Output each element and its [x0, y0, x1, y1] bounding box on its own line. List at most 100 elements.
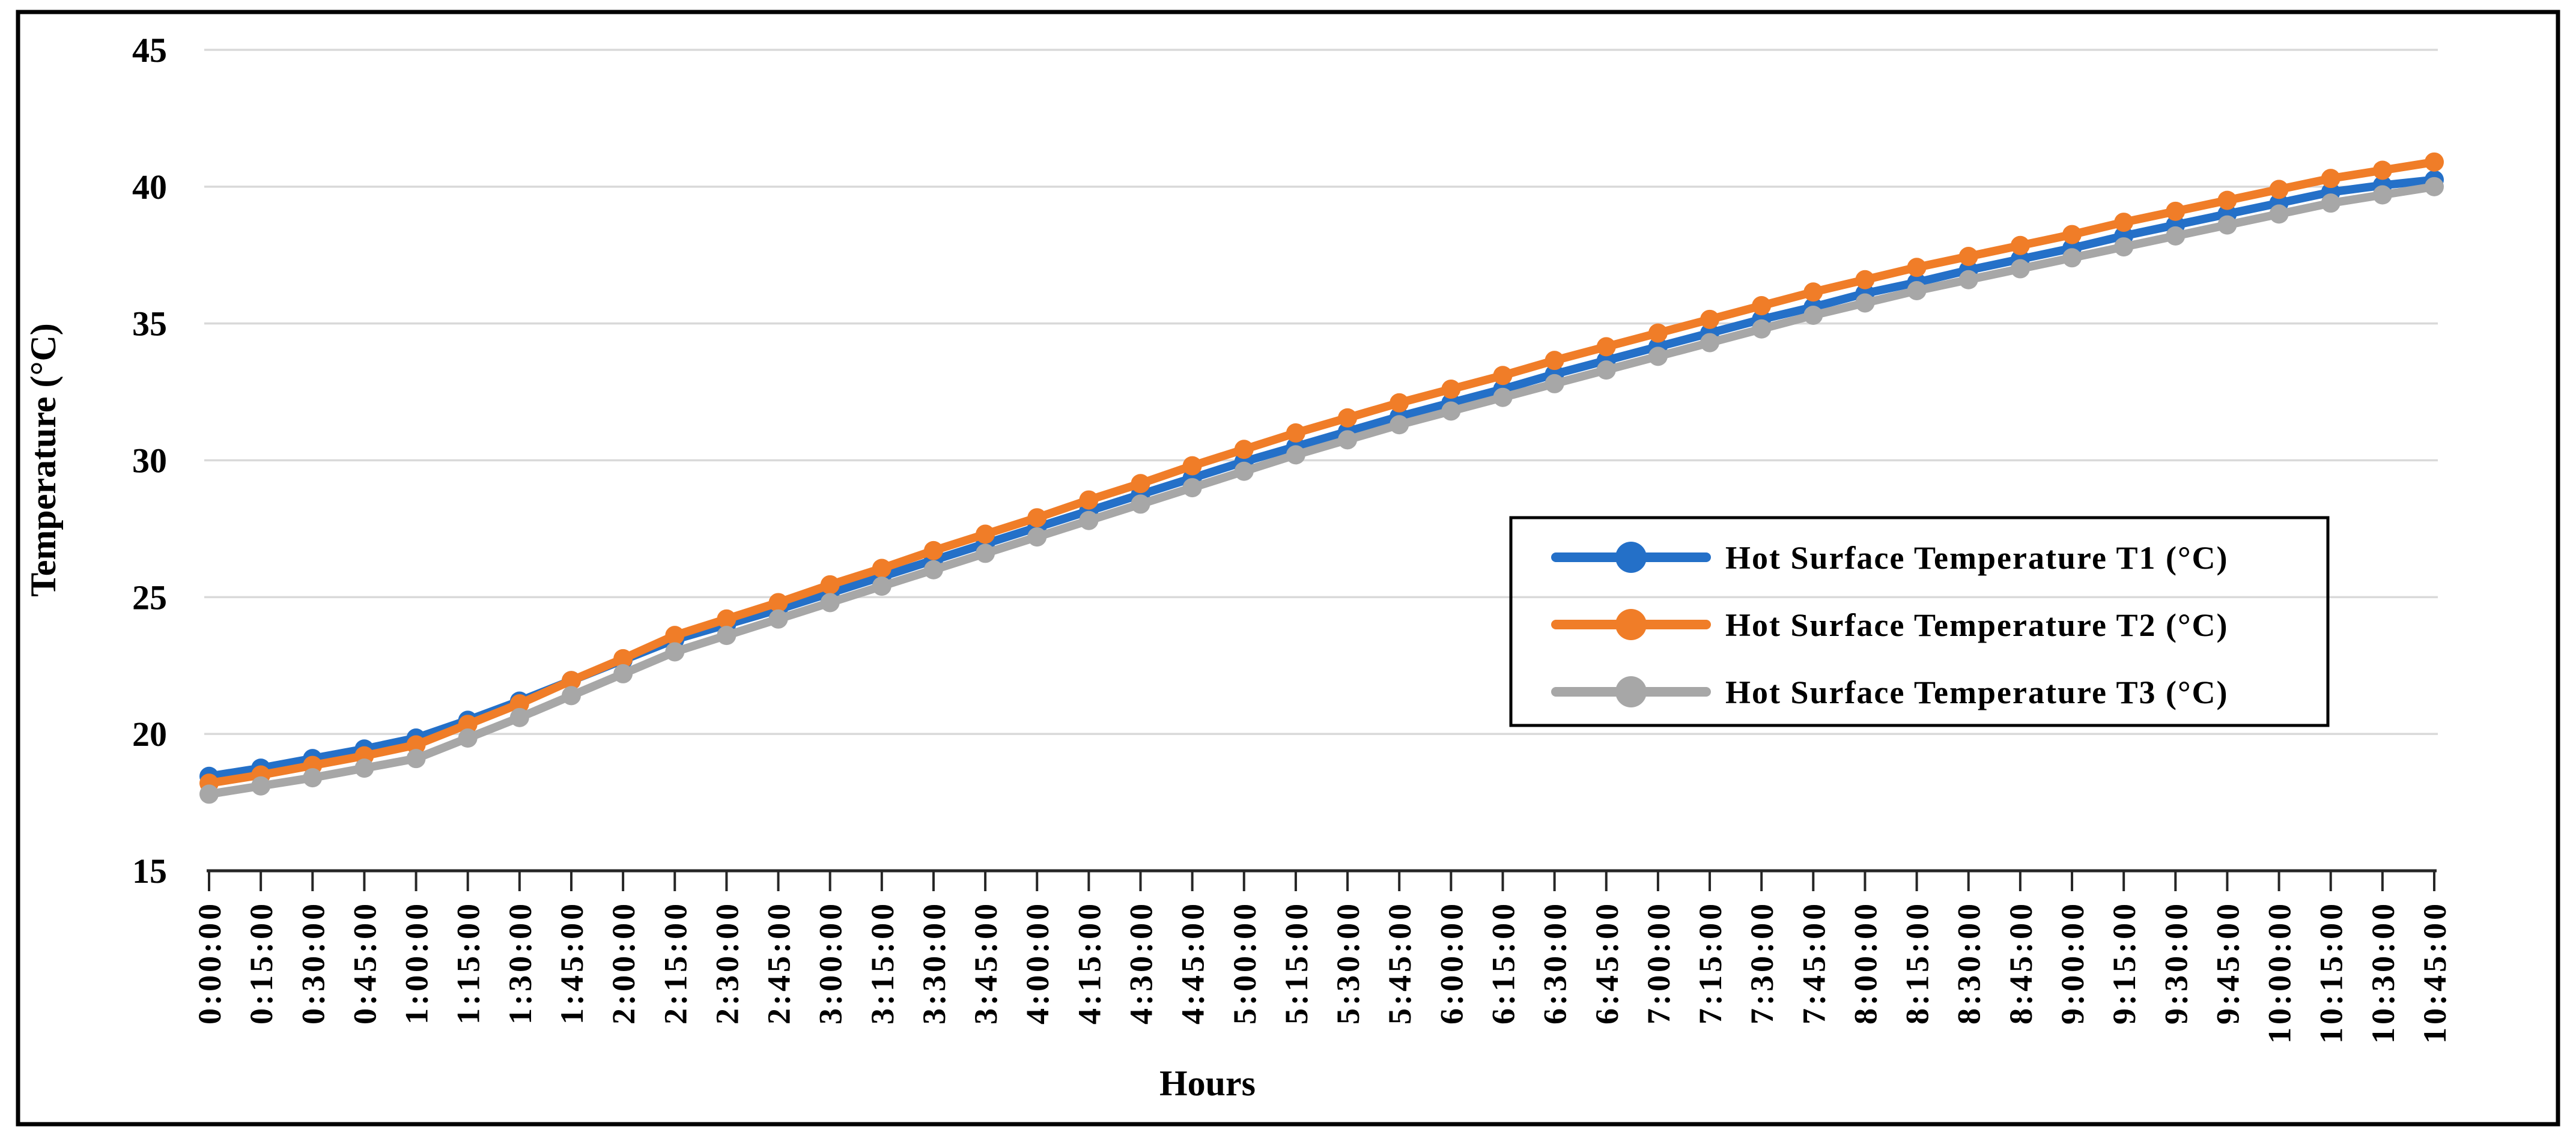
x-tick-label-1:30:00: 1:30:00 [502, 901, 538, 1025]
data-point-t3-7:30:00 [1752, 319, 1772, 339]
data-point-t3-0:45:00 [354, 758, 374, 778]
data-point-t2-6:15:00 [1493, 366, 1513, 386]
data-point-t2-10:00:00 [2269, 180, 2289, 199]
legend-label-t1: Hot Surface Temperature T1 (°C) [1725, 540, 2229, 576]
data-point-t3-0:15:00 [251, 776, 271, 796]
legend-item-t2: Hot Surface Temperature T2 (°C) [1551, 607, 2228, 643]
x-tick-label-9:15:00: 9:15:00 [2106, 901, 2142, 1025]
data-point-t2-3:15:00 [872, 558, 892, 578]
data-point-t2-3:30:00 [923, 540, 943, 560]
data-point-t3-10:00:00 [2269, 204, 2289, 224]
data-point-t2-8:15:00 [1907, 258, 1927, 277]
data-point-t3-4:30:00 [1131, 494, 1150, 514]
y-tick-label-40: 40 [132, 168, 167, 207]
data-point-t3-6:30:00 [1545, 374, 1564, 393]
data-point-t3-7:00:00 [1648, 347, 1668, 366]
data-point-t3-2:30:00 [717, 626, 737, 646]
data-point-t2-10:15:00 [2321, 169, 2341, 189]
data-point-t2-9:45:00 [2217, 190, 2237, 210]
x-tick-label-1:00:00: 1:00:00 [399, 901, 435, 1025]
data-point-t2-3:00:00 [820, 575, 840, 595]
data-point-t2-7:00:00 [1648, 323, 1668, 343]
data-point-t3-4:00:00 [1027, 527, 1047, 547]
x-tick-label-6:15:00: 6:15:00 [1485, 901, 1521, 1025]
data-point-t2-4:00:00 [1027, 508, 1047, 528]
legend: Hot Surface Temperature T1 (°C) Hot Surfa… [1509, 516, 2330, 727]
data-point-t3-2:15:00 [665, 642, 685, 662]
data-point-t2-2:45:00 [768, 593, 788, 613]
data-point-t3-1:30:00 [509, 707, 529, 727]
data-point-t2-8:00:00 [1855, 270, 1875, 289]
data-point-t2-9:30:00 [2166, 201, 2186, 221]
data-point-t2-6:00:00 [1441, 380, 1461, 399]
x-tick-label-4:45:00: 4:45:00 [1175, 901, 1211, 1025]
data-point-t2-1:00:00 [406, 735, 426, 755]
data-point-t2-1:15:00 [458, 715, 478, 734]
x-tick-label-3:45:00: 3:45:00 [968, 901, 1004, 1025]
x-tick-label-3:15:00: 3:15:00 [864, 901, 901, 1025]
data-point-t2-2:15:00 [665, 626, 685, 646]
y-tick-label-20: 20 [132, 715, 167, 754]
y-axis-title: Temperature (°C) [23, 323, 63, 597]
data-point-t3-3:30:00 [923, 560, 943, 580]
data-point-t3-9:45:00 [2217, 215, 2237, 235]
x-tick-label-7:00:00: 7:00:00 [1641, 901, 1677, 1025]
data-point-t3-5:45:00 [1390, 415, 1409, 435]
x-tick-label-3:00:00: 3:00:00 [813, 901, 849, 1025]
x-tick-label-7:45:00: 7:45:00 [1796, 901, 1832, 1025]
data-point-t2-1:30:00 [509, 694, 529, 714]
data-point-t2-5:00:00 [1234, 440, 1254, 459]
x-tick-label-4:00:00: 4:00:00 [1019, 901, 1056, 1025]
x-tick-label-8:15:00: 8:15:00 [1900, 901, 1936, 1025]
x-axis-tick-labels: 0:00:00 0:15:00 0:30:00 0:45:00 1:00:00 1:15:… [192, 901, 2453, 1044]
data-point-t2-4:15:00 [1079, 490, 1099, 510]
data-point-t3-2:00:00 [613, 664, 633, 683]
data-point-t3-9:30:00 [2166, 226, 2186, 246]
data-point-t3-1:00:00 [406, 749, 426, 769]
data-point-t3-10:15:00 [2321, 193, 2341, 213]
data-point-t3-5:00:00 [1234, 461, 1254, 481]
x-tick-label-8:00:00: 8:00:00 [1847, 901, 1883, 1025]
x-tick-label-4:30:00: 4:30:00 [1123, 901, 1159, 1025]
x-tick-label-10:45:00: 10:45:00 [2417, 901, 2453, 1044]
x-tick-label-0:45:00: 0:45:00 [347, 901, 383, 1025]
data-point-t2-9:15:00 [2114, 213, 2134, 232]
x-tick-label-3:30:00: 3:30:00 [916, 901, 952, 1025]
figure-border [16, 10, 2560, 1127]
data-point-t3-0:30:00 [303, 768, 323, 788]
x-tick-label-10:30:00: 10:30:00 [2365, 901, 2401, 1044]
data-point-t2-8:30:00 [1958, 247, 1978, 267]
x-tick-label-5:15:00: 5:15:00 [1278, 901, 1314, 1025]
x-tick-label-1:45:00: 1:45:00 [554, 901, 590, 1025]
y-tick-label-35: 35 [132, 304, 167, 344]
legend-item-t3: Hot Surface Temperature T3 (°C) [1551, 674, 2228, 710]
data-point-t3-6:15:00 [1493, 387, 1513, 407]
x-tick-label-10:15:00: 10:15:00 [2313, 901, 2350, 1044]
x-tick-label-8:45:00: 8:45:00 [2003, 901, 2039, 1025]
x-tick-label-5:00:00: 5:00:00 [1227, 901, 1263, 1025]
x-tick-label-6:45:00: 6:45:00 [1589, 901, 1625, 1025]
legend-marker-circle-t2 [1615, 609, 1647, 640]
x-tick-label-6:00:00: 6:00:00 [1433, 901, 1469, 1025]
legend-item-t1: Hot Surface Temperature T1 (°C) [1551, 540, 2229, 576]
data-point-t2-10:45:00 [2425, 152, 2444, 172]
data-point-t2-4:30:00 [1131, 474, 1150, 494]
x-tick-label-6:30:00: 6:30:00 [1537, 901, 1573, 1025]
y-tick-label-45: 45 [132, 31, 167, 70]
x-tick-label-5:45:00: 5:45:00 [1382, 901, 1418, 1025]
data-point-t3-3:15:00 [872, 577, 892, 596]
data-point-t3-8:30:00 [1958, 270, 1978, 289]
x-tick-label-0:30:00: 0:30:00 [295, 901, 331, 1025]
data-point-t2-2:00:00 [613, 649, 633, 668]
x-tick-label-7:15:00: 7:15:00 [1692, 901, 1728, 1025]
data-point-t2-5:15:00 [1286, 423, 1305, 443]
data-point-t3-6:00:00 [1441, 401, 1461, 421]
data-series [199, 152, 2444, 804]
gridlines [204, 49, 2438, 735]
data-point-t3-1:45:00 [561, 686, 581, 706]
data-point-t2-7:30:00 [1752, 296, 1772, 316]
data-point-t3-8:45:00 [2010, 259, 2030, 279]
data-point-t3-10:30:00 [2372, 185, 2392, 205]
